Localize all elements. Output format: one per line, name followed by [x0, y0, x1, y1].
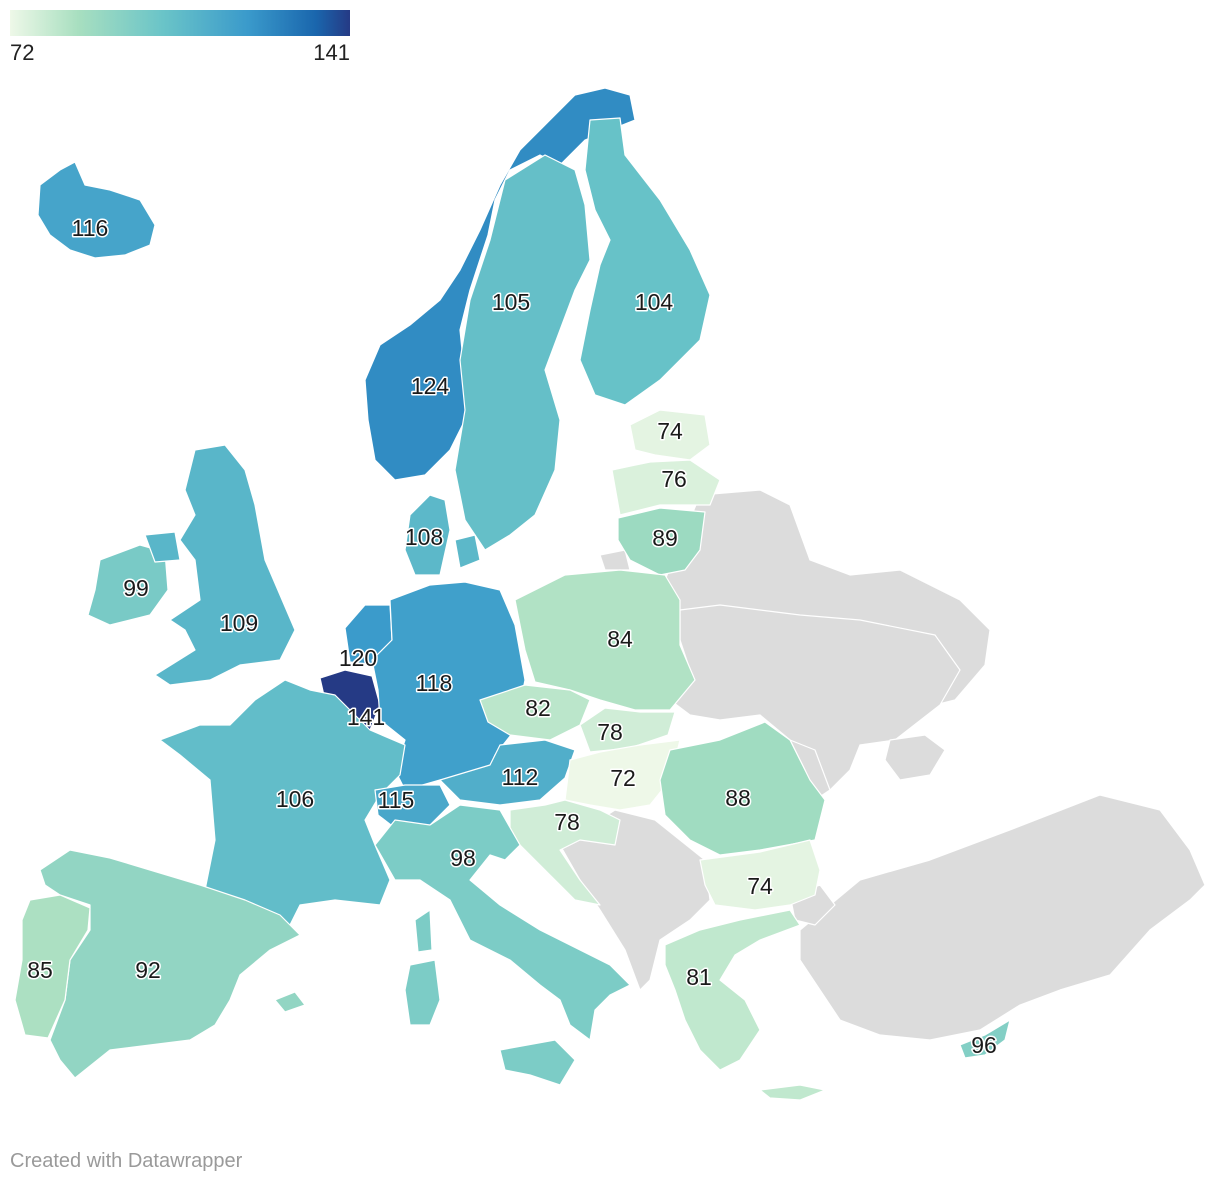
- label-slovakia: 78: [597, 719, 623, 745]
- region-balkans: [559, 809, 711, 991]
- region-iceland: [37, 161, 156, 259]
- region-romania: [659, 721, 826, 856]
- region-finland: [579, 117, 711, 406]
- label-lithuania: 89: [652, 525, 678, 551]
- no-data-regions: [559, 489, 1206, 1041]
- region-poland: [514, 569, 696, 711]
- region-latvia: [611, 459, 721, 516]
- region-sweden: [454, 154, 591, 551]
- label-greece: 81: [686, 964, 712, 990]
- legend-max-label: 141: [313, 40, 350, 65]
- label-bulgaria: 74: [747, 873, 773, 899]
- region-portugal: [14, 894, 91, 1039]
- label-czechia: 82: [525, 695, 551, 721]
- label-slovenia-croatia: 78: [554, 809, 580, 835]
- value-labels: 116 124 105 104 74 76 89 108 99 109 120 …: [26, 214, 999, 1060]
- region-turkey: [799, 794, 1206, 1041]
- label-estonia: 74: [657, 418, 683, 444]
- region-denmark: [404, 494, 481, 576]
- label-netherlands: 120: [339, 645, 377, 671]
- label-finland: 104: [635, 289, 674, 315]
- label-sweden: 105: [492, 289, 530, 315]
- label-austria: 112: [502, 764, 539, 790]
- region-slovakia: [579, 707, 676, 753]
- label-spain: 92: [135, 957, 161, 983]
- label-germany: 118: [416, 670, 453, 696]
- datawrapper-credit: Created with Datawrapper: [10, 1150, 243, 1172]
- region-switzerland: [374, 784, 451, 833]
- region-united-kingdom: [144, 444, 296, 686]
- label-cyprus: 96: [971, 1032, 997, 1058]
- label-hungary: 72: [610, 765, 636, 791]
- region-norway: [364, 87, 636, 481]
- label-belgium: 141: [347, 704, 385, 730]
- label-switzerland: 115: [378, 787, 415, 813]
- label-united-kingdom: 109: [220, 610, 258, 636]
- label-poland: 84: [607, 626, 633, 652]
- region-ireland: [87, 544, 169, 626]
- legend-min-label: 72: [10, 40, 34, 65]
- data-regions: [14, 87, 1011, 1101]
- label-italy: 98: [450, 845, 476, 871]
- label-latvia: 76: [661, 466, 687, 492]
- label-portugal: 85: [27, 957, 53, 983]
- label-iceland: 116: [72, 215, 109, 241]
- region-greece: [664, 909, 826, 1101]
- region-slovenia-croatia: [509, 799, 621, 906]
- region-crimea: [884, 734, 946, 781]
- label-romania: 88: [725, 785, 751, 811]
- label-norway: 124: [411, 373, 450, 399]
- legend-gradient-bar: [10, 10, 350, 36]
- region-estonia: [629, 409, 711, 461]
- label-ireland: 99: [123, 575, 149, 601]
- label-france: 106: [276, 786, 314, 812]
- region-france: [159, 679, 406, 926]
- region-hungary: [564, 739, 681, 811]
- region-cyprus: [959, 1019, 1011, 1059]
- region-kaliningrad: [599, 549, 631, 571]
- color-legend: 72 141: [10, 10, 350, 65]
- region-bulgaria: [699, 839, 821, 911]
- label-denmark: 108: [405, 524, 443, 550]
- region-spain: [39, 849, 306, 1079]
- region-italy: [374, 804, 631, 1086]
- region-lithuania: [617, 507, 706, 576]
